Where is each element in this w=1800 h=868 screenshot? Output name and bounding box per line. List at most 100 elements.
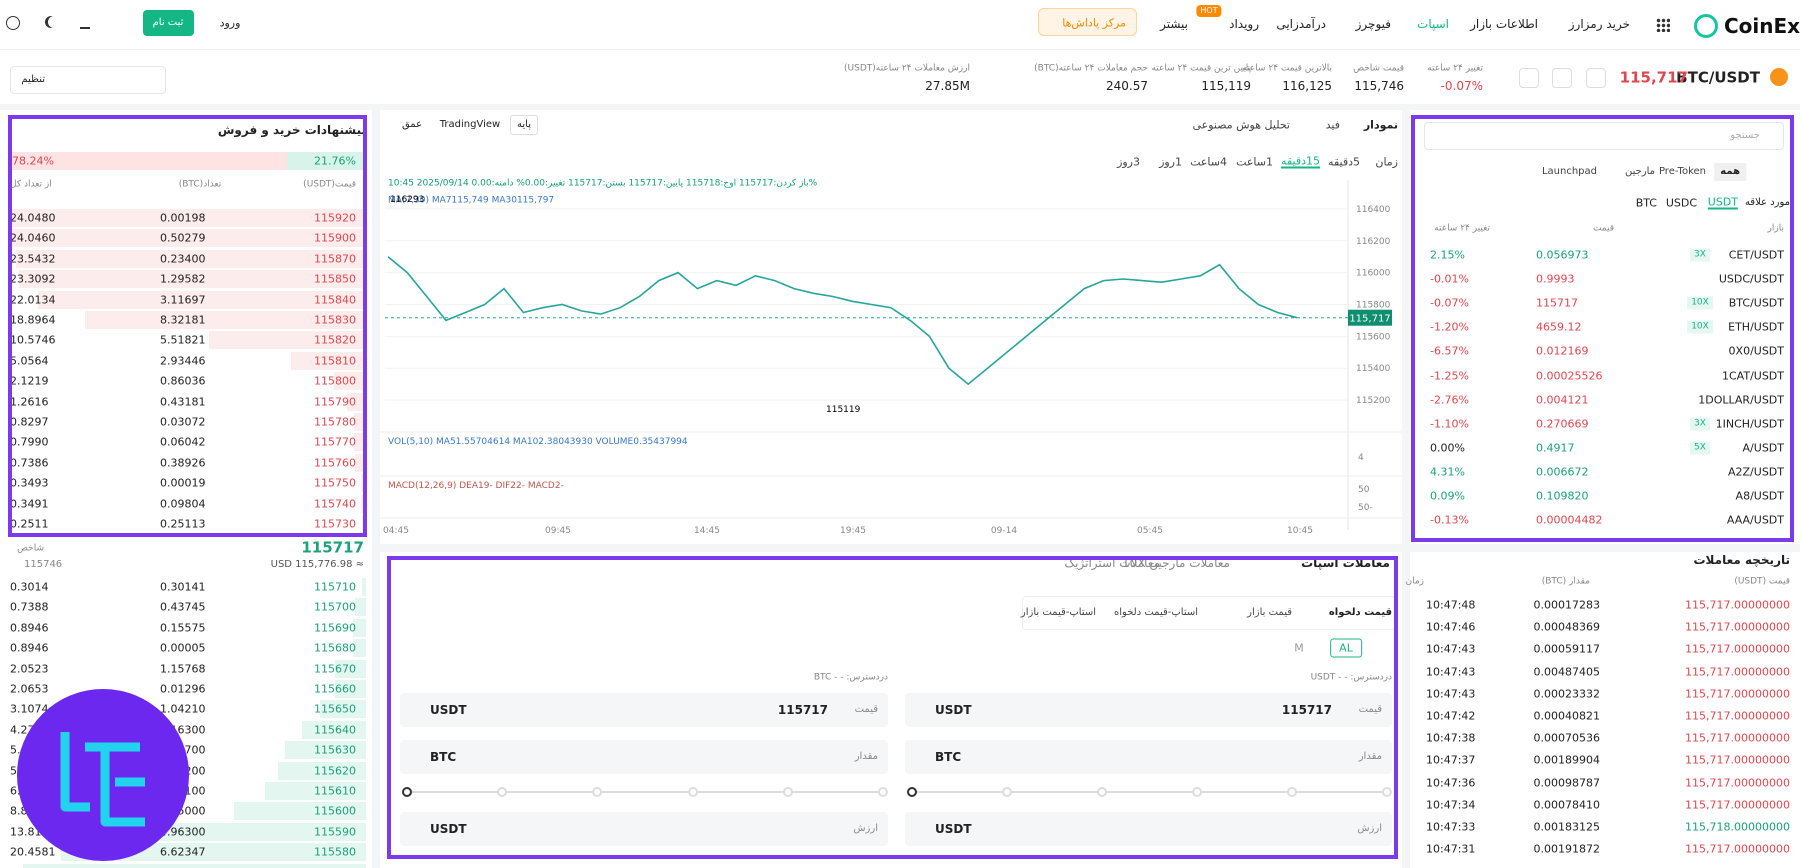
nav-item[interactable]: درآمدزایی bbox=[1276, 17, 1326, 31]
ticker-icon[interactable] bbox=[1586, 68, 1606, 88]
asks-amount: 0.03072 bbox=[160, 415, 206, 429]
trade-price: 115,717.00000000 bbox=[1685, 642, 1790, 656]
quote[interactable]: USDT bbox=[1707, 195, 1738, 210]
interval[interactable]: 4ساعت bbox=[1190, 155, 1227, 169]
nav-item[interactable]: بیشتر bbox=[1160, 17, 1188, 31]
asks-amount: 0.50279 bbox=[160, 231, 206, 245]
mode[interactable]: AL bbox=[1330, 638, 1362, 658]
input-box[interactable] bbox=[400, 812, 888, 846]
chart-tab[interactable]: تحلیل هوش مصنوعی bbox=[1192, 118, 1290, 132]
input-box[interactable] bbox=[400, 693, 888, 727]
x-tick-label: 10:45 bbox=[1287, 526, 1313, 536]
order-type[interactable]: استاپ-قیمت دلخواه bbox=[1114, 607, 1198, 618]
depth-bar bbox=[15, 249, 366, 268]
market-symbol[interactable]: 0X0/USDT bbox=[1728, 344, 1784, 358]
trades-title: تاریخچه معاملات bbox=[1693, 553, 1791, 567]
nav-item[interactable]: خرید رمزارز bbox=[1568, 17, 1630, 31]
market-symbol[interactable]: CET/USDT bbox=[1728, 248, 1784, 262]
market-symbol[interactable]: A8/USDT bbox=[1735, 489, 1784, 503]
ticker-icon[interactable] bbox=[1519, 68, 1539, 88]
nav-item[interactable]: اسپات bbox=[1417, 17, 1449, 31]
depth-bar bbox=[355, 598, 366, 617]
asks-total: 0.3493 bbox=[10, 476, 49, 490]
slider-dot bbox=[497, 787, 508, 797]
hot-badge: HOT bbox=[1196, 5, 1222, 17]
search: جستجو bbox=[1730, 130, 1760, 141]
market-symbol[interactable]: ETH/USDT bbox=[1728, 320, 1784, 334]
signup-box[interactable] bbox=[143, 10, 194, 36]
depth-bar bbox=[22, 863, 366, 868]
market-symbol[interactable]: BTC/USDT bbox=[1728, 296, 1784, 310]
order-type[interactable]: قیمت دلخواه bbox=[1328, 607, 1392, 618]
current-price: 115,717 bbox=[1349, 314, 1390, 325]
market-symbol[interactable]: 1DOLLAR/USDT bbox=[1698, 393, 1784, 407]
bids-total: 3.1074 bbox=[10, 702, 49, 716]
coin-icon bbox=[1770, 68, 1788, 86]
trade-tab[interactable]: معاملات اسپات bbox=[1301, 556, 1390, 570]
bids-price: 115660 bbox=[314, 682, 356, 696]
market-symbol[interactable]: 1CAT/USDT bbox=[1722, 369, 1784, 382]
interval[interactable]: 1روز bbox=[1159, 155, 1182, 169]
favorite[interactable]: مورد علاقه bbox=[1744, 197, 1790, 208]
watermark-logo bbox=[17, 689, 189, 861]
market-symbol[interactable]: A2Z/USDT bbox=[1728, 465, 1784, 479]
y-tick-label: 115600 bbox=[1356, 332, 1391, 342]
y-tick-label: 115800 bbox=[1356, 301, 1391, 311]
interval[interactable]: 3روز bbox=[1117, 155, 1140, 169]
reward-box[interactable] bbox=[1038, 8, 1137, 36]
market-tab[interactable]: مارجین bbox=[1624, 166, 1655, 177]
bids-amount: 1.15768 bbox=[160, 662, 206, 676]
quote[interactable]: USDC bbox=[1665, 196, 1697, 210]
price: 115,717 bbox=[1619, 68, 1688, 87]
globe-icon[interactable] bbox=[6, 16, 20, 30]
chart-view[interactable]: پایه bbox=[510, 115, 538, 135]
market-tab[interactable]: Pre-Token bbox=[1658, 166, 1706, 177]
input-box[interactable] bbox=[905, 812, 1392, 846]
market-symbol[interactable]: AAA/USDT bbox=[1726, 513, 1784, 527]
search-box[interactable] bbox=[1424, 122, 1784, 150]
download-icon[interactable] bbox=[80, 15, 90, 29]
market-tab[interactable]: Launchpad bbox=[1541, 166, 1597, 177]
market-symbol[interactable]: USDC/USDT bbox=[1718, 272, 1784, 286]
chart-tab[interactable]: نمودار bbox=[1363, 118, 1398, 132]
trade-tab[interactable]: معاملات استراتژیک bbox=[1064, 556, 1160, 570]
mode[interactable]: M bbox=[1294, 641, 1304, 655]
quote[interactable]: BTC bbox=[1635, 196, 1657, 210]
nav-item[interactable]: فیوچرز bbox=[1355, 17, 1391, 31]
interval[interactable]: 1ساعت bbox=[1236, 155, 1273, 169]
market-change: -0.13% bbox=[1430, 513, 1469, 527]
moon-icon[interactable] bbox=[48, 16, 60, 28]
chart-view[interactable]: عمق bbox=[401, 119, 423, 130]
bids-total: 2.0523 bbox=[10, 662, 49, 676]
interval[interactable]: زمان bbox=[1375, 155, 1398, 169]
slider-dot bbox=[687, 787, 698, 797]
input-box[interactable] bbox=[905, 740, 1392, 774]
login[interactable]: ورود bbox=[219, 16, 241, 30]
input-box[interactable] bbox=[400, 740, 888, 774]
order-type[interactable]: قیمت بازار bbox=[1247, 607, 1292, 618]
market-symbol[interactable]: A/USDT bbox=[1742, 441, 1784, 455]
market-change: -1.25% bbox=[1430, 369, 1469, 382]
trades-header: زمان bbox=[1405, 576, 1424, 587]
market-symbol[interactable]: 1INCH/USDT bbox=[1715, 417, 1784, 431]
settings[interactable]: تنظیم bbox=[21, 74, 45, 85]
market-price: 0.270669 bbox=[1536, 417, 1589, 431]
interval[interactable]: 5دقیقه bbox=[1328, 155, 1360, 169]
asks-total: 5.0564 bbox=[10, 354, 49, 368]
bids-price: 115690 bbox=[314, 621, 356, 635]
stat-label: بالاترین قیمت ۲۴ ساعته bbox=[1242, 63, 1332, 74]
chart-tab[interactable]: فید bbox=[1325, 118, 1340, 132]
nav-item[interactable]: رویداد bbox=[1229, 17, 1259, 31]
interval[interactable]: 15دقیقه bbox=[1281, 154, 1320, 169]
nav-item[interactable]: اطلاعات بازار bbox=[1470, 17, 1538, 31]
chart-view[interactable]: TradingView bbox=[439, 119, 501, 130]
order-type[interactable]: استاپ-قیمت بازار bbox=[1020, 607, 1096, 618]
asks-amount: 0.00198 bbox=[160, 211, 206, 225]
logo[interactable]: CoinEx bbox=[1724, 14, 1800, 38]
market-tab[interactable]: همه bbox=[1714, 163, 1746, 181]
ma-info: MA(7,30) MA7115,749 MA30115,797 bbox=[388, 195, 555, 206]
ticker-icon[interactable] bbox=[1552, 68, 1572, 88]
trade-tab[interactable]: معاملات مارجین 10X bbox=[1122, 556, 1230, 570]
trade-amount: 0.00189904 bbox=[1533, 753, 1600, 767]
input-box[interactable] bbox=[905, 693, 1392, 727]
